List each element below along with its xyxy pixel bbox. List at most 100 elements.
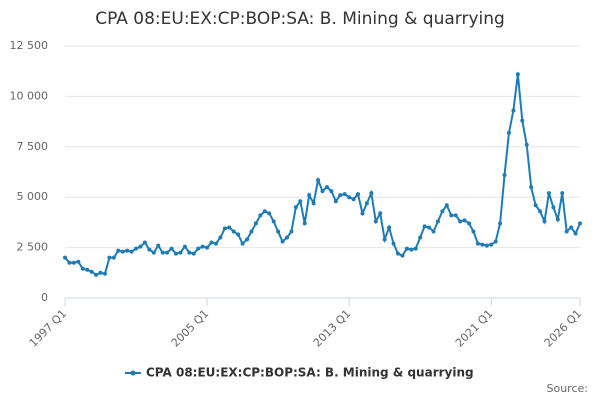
data-point <box>76 259 81 264</box>
data-point <box>333 199 338 204</box>
data-point <box>551 205 556 210</box>
data-point <box>231 229 236 234</box>
legend-label: CPA 08:EU:EX:CP:BOP:SA: B. Mining & quar… <box>146 366 474 380</box>
data-point <box>284 235 289 240</box>
data-point <box>573 231 578 236</box>
data-point <box>458 219 463 224</box>
data-point <box>511 108 516 113</box>
y-tick-label: 7 500 <box>17 140 49 153</box>
data-point <box>467 221 472 226</box>
data-point <box>213 241 218 246</box>
x-tick-label: 2021 Q1 <box>453 307 496 350</box>
data-point <box>182 244 187 249</box>
data-point <box>462 218 467 223</box>
data-point <box>120 249 125 254</box>
data-point <box>533 203 538 208</box>
data-point <box>102 271 107 276</box>
data-point <box>449 213 454 218</box>
data-point <box>316 178 321 183</box>
data-point <box>378 211 383 216</box>
data-point <box>338 193 343 198</box>
chart-title: CPA 08:EU:EX:CP:BOP:SA: B. Mining & quar… <box>95 9 505 29</box>
data-point <box>245 237 250 242</box>
data-point <box>498 221 503 226</box>
data-point <box>227 225 232 230</box>
legend-marker <box>130 370 136 376</box>
data-point <box>267 211 272 216</box>
data-point <box>222 226 227 231</box>
data-point <box>196 246 201 251</box>
data-point <box>520 118 525 123</box>
data-point <box>187 250 192 255</box>
data-point <box>324 185 329 190</box>
data-point <box>307 193 312 198</box>
data-point <box>351 197 356 202</box>
data-point <box>382 237 387 242</box>
data-point <box>422 224 427 229</box>
data-point <box>560 191 565 196</box>
data-point <box>209 240 214 245</box>
data-point <box>356 192 361 197</box>
data-point <box>236 232 241 237</box>
data-point <box>280 239 285 244</box>
data-point <box>147 247 152 252</box>
x-tick-label: 1997 Q1 <box>27 307 70 350</box>
data-point <box>360 211 365 216</box>
data-point <box>98 270 103 275</box>
data-point <box>524 142 529 147</box>
x-tick-label: 2013 Q1 <box>311 307 354 350</box>
y-tick-label: 10 000 <box>10 89 49 102</box>
data-point <box>444 203 449 208</box>
y-tick-label: 2 500 <box>17 241 49 254</box>
data-point <box>489 242 494 247</box>
data-point <box>418 235 423 240</box>
data-point <box>538 209 543 214</box>
data-point <box>200 244 205 249</box>
data-point <box>111 255 116 260</box>
data-point <box>249 229 254 234</box>
data-point <box>71 260 76 265</box>
data-point <box>395 251 400 256</box>
data-point <box>240 241 245 246</box>
data-point <box>555 217 560 222</box>
data-point <box>546 191 551 196</box>
data-point <box>413 246 418 251</box>
data-point <box>178 250 183 255</box>
data-point <box>165 250 170 255</box>
data-point <box>391 241 396 246</box>
data-point <box>480 242 485 247</box>
data-point <box>320 189 325 194</box>
data-point <box>262 209 267 214</box>
data-point <box>471 229 476 234</box>
data-point <box>369 191 374 196</box>
data-point <box>373 219 378 224</box>
data-point <box>435 219 440 224</box>
data-point <box>347 195 352 200</box>
data-point <box>409 247 414 252</box>
x-tick-label: 2005 Q1 <box>169 307 212 350</box>
data-point <box>302 221 307 226</box>
data-point <box>400 253 405 258</box>
data-point <box>116 248 121 253</box>
data-point <box>276 229 281 234</box>
data-point <box>475 241 480 246</box>
data-point <box>156 243 161 248</box>
data-point <box>253 221 258 226</box>
data-point <box>440 209 445 214</box>
data-point <box>258 213 263 218</box>
data-point <box>329 189 334 194</box>
data-point <box>205 245 210 250</box>
data-point <box>271 219 276 224</box>
data-point <box>298 199 303 204</box>
data-point <box>85 267 90 272</box>
data-point <box>569 225 574 230</box>
data-point <box>529 185 534 190</box>
data-point <box>578 221 582 226</box>
data-point <box>542 219 547 224</box>
data-point <box>311 201 316 206</box>
data-point <box>134 246 139 251</box>
data-point <box>404 246 409 251</box>
data-point <box>94 272 99 277</box>
